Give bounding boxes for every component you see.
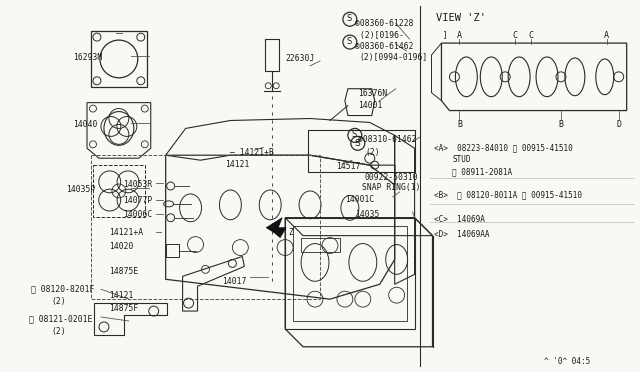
Text: B: B [559, 121, 563, 129]
Text: <B>  Ⓑ 08120-8011A ⓦ 00915-41510: <B> Ⓑ 08120-8011A ⓦ 00915-41510 [433, 190, 582, 199]
Text: 14121: 14121 [109, 291, 133, 300]
Text: Ⓑ 08121-0201E: Ⓑ 08121-0201E [29, 314, 93, 323]
Text: B: B [457, 121, 462, 129]
Text: 14517: 14517 [336, 162, 360, 171]
Text: (2): (2) [366, 148, 380, 157]
Text: 14121: 14121 [225, 160, 250, 169]
Text: 14040: 14040 [73, 121, 97, 129]
Text: 14121+A: 14121+A [109, 228, 143, 237]
Text: 22630J: 22630J [285, 54, 314, 63]
Text: S: S [347, 14, 352, 23]
Text: (2): (2) [51, 297, 66, 306]
Text: 14077P: 14077P [123, 196, 152, 205]
Text: STUD: STUD [452, 155, 471, 164]
Text: S: S [347, 37, 352, 46]
Text: 14020: 14020 [109, 241, 133, 251]
Text: — 14121+B: — 14121+B [230, 148, 275, 157]
Polygon shape [266, 218, 286, 238]
Text: 16293M: 16293M [73, 53, 102, 62]
Text: 14001: 14001 [358, 101, 382, 110]
Text: C: C [513, 31, 518, 40]
Text: 14006C: 14006C [123, 210, 152, 219]
Text: 00922-50310: 00922-50310 [365, 173, 419, 182]
Text: 14053R: 14053R [123, 180, 152, 189]
Text: D: D [616, 121, 621, 129]
Text: A: A [457, 31, 462, 40]
Text: 14875E: 14875E [109, 267, 138, 276]
Text: Ⓑ 08120-8201F: Ⓑ 08120-8201F [31, 284, 95, 293]
Text: 14017: 14017 [223, 277, 247, 286]
Text: 14001C: 14001C [345, 195, 374, 204]
Text: C: C [529, 31, 534, 40]
Text: <A>  08223-84010 ⓦ 00915-41510: <A> 08223-84010 ⓦ 00915-41510 [433, 143, 572, 152]
Text: 14035: 14035 [355, 210, 380, 219]
Text: <C>  14069A: <C> 14069A [433, 215, 484, 224]
Text: ®08310-61462: ®08310-61462 [358, 135, 417, 144]
Text: 14875F: 14875F [109, 304, 138, 313]
Text: ⓝ 08911-2081A: ⓝ 08911-2081A [452, 167, 513, 176]
Text: A: A [604, 31, 609, 40]
Text: 14035P: 14035P [66, 185, 95, 194]
Text: (2)[0994-0196]: (2)[0994-0196] [360, 53, 428, 62]
Text: S: S [352, 131, 357, 140]
Text: ®08360-61228: ®08360-61228 [355, 19, 413, 28]
Text: (2)[0196-        ]: (2)[0196- ] [360, 31, 447, 40]
Text: SNAP RING(1): SNAP RING(1) [362, 183, 420, 192]
Text: 16376N: 16376N [358, 89, 387, 98]
Text: S: S [355, 140, 360, 148]
Text: VIEW 'Z': VIEW 'Z' [436, 13, 486, 23]
Text: Z: Z [288, 228, 293, 237]
Text: (2): (2) [51, 327, 66, 336]
Text: ®08360-61462: ®08360-61462 [355, 42, 413, 51]
Text: <D>  14069AA: <D> 14069AA [433, 230, 489, 239]
Text: ^ '0^ 04:5: ^ '0^ 04:5 [544, 357, 590, 366]
